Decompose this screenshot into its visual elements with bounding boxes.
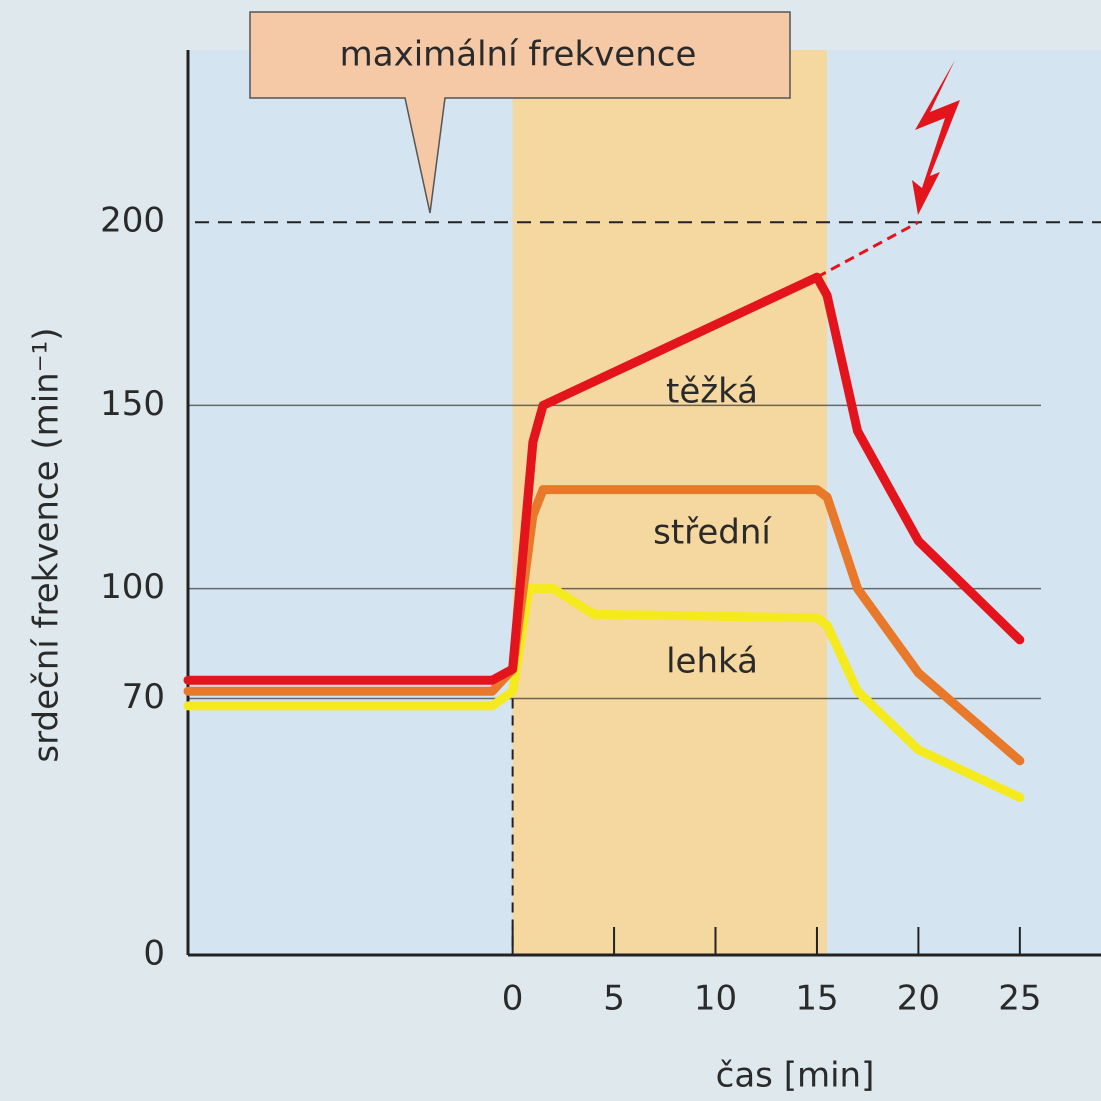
annotation: maximální frekvence (340, 35, 697, 75)
y-tick-label: 200 (100, 201, 165, 241)
series-label: lehká (666, 642, 758, 682)
x-tick-label: 15 (795, 979, 838, 1019)
series-label: těžká (666, 372, 758, 412)
y-tick-label: 150 (100, 384, 165, 424)
lightning-icon (912, 60, 960, 215)
x-axis-label: čas [min] (716, 1056, 875, 1096)
dashed-extension (816, 220, 920, 279)
x-tick-label: 10 (694, 979, 737, 1019)
y-tick-label: 0 (143, 934, 165, 974)
x-tick-label: 5 (603, 979, 625, 1019)
x-tick-label: 20 (897, 979, 940, 1019)
series-line (183, 584, 1025, 802)
y-axis-label: srdeční frekvence (min⁻¹) (27, 327, 67, 762)
x-tick-label: 0 (502, 979, 524, 1019)
y-tick-label: 100 (100, 567, 165, 607)
series-line (183, 272, 1025, 685)
callout-box (249, 11, 791, 214)
series-line (183, 485, 1025, 766)
x-tick-label: 25 (998, 979, 1041, 1019)
exercise-span (512, 50, 828, 955)
series-label: střední (653, 513, 772, 553)
y-tick-label: 70 (122, 677, 165, 717)
